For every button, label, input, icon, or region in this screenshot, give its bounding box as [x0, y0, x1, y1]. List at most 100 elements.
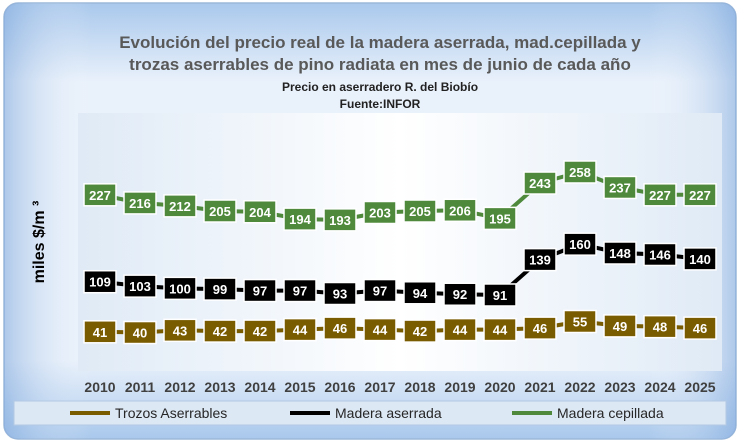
data-label-1-2022: 55 [573, 314, 587, 329]
data-point-1-2010 [83, 320, 117, 344]
data-point-3-2020 [483, 206, 517, 231]
legend-label-2: Madera aserrada [335, 405, 442, 421]
data-label-2-2021: 139 [529, 253, 551, 268]
x-tick-label-2014: 2014 [244, 379, 275, 395]
data-label-2-2016: 93 [333, 287, 347, 302]
data-label-1-2010: 41 [93, 325, 107, 340]
x-tick-label-2023: 2023 [604, 379, 635, 395]
data-point-2-2011 [123, 274, 157, 298]
x-tick-label-2012: 2012 [164, 379, 195, 395]
data-label-1-2013: 42 [213, 324, 227, 339]
data-point-1-2014 [243, 319, 277, 343]
data-label-3-2016: 193 [329, 213, 351, 228]
data-label-1-2016: 46 [333, 321, 347, 336]
data-point-3-2010 [83, 183, 117, 207]
x-tick-label-2020: 2020 [484, 379, 515, 395]
data-point-3-2015 [283, 207, 317, 231]
data-label-1-2018: 42 [413, 324, 427, 339]
data-label-1-2025: 46 [693, 321, 707, 336]
data-point-2-2017 [363, 278, 397, 303]
data-label-3-2020: 195 [489, 211, 511, 226]
data-point-1-2025 [683, 316, 717, 340]
data-label-1-2019: 44 [453, 323, 468, 338]
series-line-2 [99, 242, 701, 297]
x-tick-label-2025: 2025 [684, 379, 715, 395]
data-point-1-2015 [283, 317, 317, 342]
data-label-3-2025: 227 [689, 188, 711, 203]
series-line-1 [99, 319, 701, 335]
legend-box [13, 400, 727, 426]
data-point-1-2011 [123, 320, 157, 345]
chart-subtitle: Precio en aserradero R. del Biobío [282, 80, 478, 94]
data-point-3-2016 [323, 208, 357, 232]
x-tick-label-2019: 2019 [444, 379, 475, 395]
data-label-1-2021: 46 [533, 321, 547, 336]
series-1: 41 40 43 42 42 44 46 44 42 44 44 46 55 49 48 46 [83, 309, 717, 345]
data-point-3-2012 [163, 194, 197, 218]
x-tick-label-2013: 2013 [204, 379, 235, 395]
data-point-2-2021 [523, 247, 557, 272]
chart-title-line1: Evolución del precio real de la madera a… [119, 33, 641, 52]
data-point-1-2022 [563, 309, 597, 334]
data-label-3-2014: 204 [249, 205, 271, 220]
data-label-2-2013: 99 [213, 282, 227, 297]
data-label-2-2012: 100 [169, 281, 191, 296]
data-label-3-2011: 216 [129, 196, 151, 211]
data-label-2-2010: 109 [89, 275, 111, 290]
data-label-2-2018: 94 [413, 286, 428, 301]
data-point-1-2016 [323, 316, 357, 340]
data-point-3-2022 [563, 160, 597, 184]
data-label-1-2011: 40 [133, 326, 147, 341]
data-point-3-2021 [523, 171, 557, 195]
data-point-1-2019 [443, 317, 477, 342]
y-axis-label: miles $/m ³ [31, 201, 48, 284]
data-point-3-2024 [643, 183, 677, 207]
data-label-2-2015: 97 [293, 284, 307, 299]
data-label-3-2013: 205 [209, 204, 231, 219]
data-label-1-2017: 44 [373, 323, 388, 338]
x-tick-label-2018: 2018 [404, 379, 435, 395]
data-point-2-2010 [83, 269, 117, 294]
data-label-2-2023: 148 [609, 246, 631, 261]
x-tick-label-2010: 2010 [84, 379, 115, 395]
data-point-1-2013 [203, 319, 237, 343]
data-point-3-2025 [683, 183, 717, 207]
data-point-2-2020 [483, 283, 517, 307]
data-point-2-2023 [603, 241, 637, 265]
data-label-1-2012: 43 [173, 323, 187, 338]
data-label-2-2017: 97 [373, 284, 387, 299]
data-label-3-2022: 258 [569, 165, 591, 180]
data-point-2-2022 [563, 232, 597, 256]
data-point-1-2024 [643, 314, 677, 339]
legend: Trozos Aserrables Madera aserrada Madera c… [70, 405, 664, 421]
data-point-2-2024 [643, 242, 677, 267]
data-point-3-2011 [123, 191, 157, 215]
data-label-1-2015: 44 [293, 323, 308, 338]
data-label-3-2023: 237 [609, 180, 631, 195]
data-label-3-2010: 227 [89, 188, 111, 203]
data-point-3-2014 [243, 200, 277, 224]
legend-label-3: Madera cepillada [557, 405, 664, 421]
data-point-1-2018 [403, 319, 437, 343]
data-label-3-2021: 243 [529, 176, 551, 191]
chart-title-line2: trozas aserrables de pino radiata en mes… [129, 55, 631, 74]
data-label-2-2019: 92 [453, 287, 467, 302]
data-point-1-2012 [163, 318, 197, 343]
data-point-2-2013 [203, 277, 237, 301]
data-point-2-2019 [443, 282, 477, 306]
data-label-1-2024: 48 [653, 320, 667, 335]
data-point-1-2023 [603, 314, 637, 338]
data-point-2-2012 [163, 276, 197, 301]
data-point-3-2018 [403, 199, 437, 223]
data-label-2-2020: 91 [493, 288, 507, 303]
data-point-3-2013 [203, 199, 237, 223]
data-point-2-2016 [323, 281, 357, 306]
data-point-1-2017 [363, 317, 397, 342]
x-tick-label-2022: 2022 [564, 379, 595, 395]
data-point-2-2025 [683, 247, 717, 271]
data-point-1-2021 [523, 316, 557, 340]
series-3: 227 216 212 205 204 194 193 203 205 206 195 243 258 2… [83, 160, 717, 232]
data-point-1-2020 [483, 317, 517, 342]
